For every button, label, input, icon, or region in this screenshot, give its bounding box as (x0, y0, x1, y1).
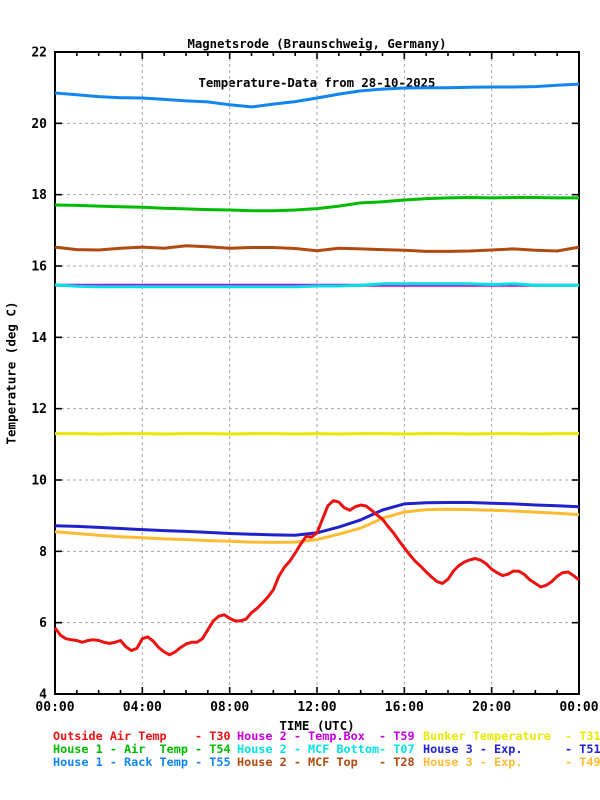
legend-entry-T59: House 2 - Temp.Box - T59 (237, 729, 415, 743)
x-tick-label: 04:00 (123, 700, 162, 715)
legend-entry-T31: Bunker Temperature - T31 (423, 729, 600, 743)
y-tick-label: 6 (39, 616, 47, 631)
y-tick-label: 4 (39, 688, 47, 703)
x-tick-label: 00:00 (35, 700, 74, 715)
y-tick-label: 10 (31, 474, 47, 489)
legend-entry-T28: House 2 - MCF Top - T28 (237, 755, 415, 769)
legend-entry-T54: House 1 - Air Temp - T54 (53, 742, 231, 756)
y-tick-label: 8 (39, 545, 47, 560)
chart-title: Magnetsrode (Braunschweig, Germany) Temp… (34, 12, 600, 103)
y-tick-label: 16 (31, 260, 47, 275)
x-tick-label: 16:00 (385, 700, 424, 715)
y-tick-label: 18 (31, 188, 47, 203)
series-line-T49 (54, 507, 580, 544)
y-tick-label: 22 (31, 46, 47, 61)
plot-border (54, 51, 580, 695)
chart-title-line1: Magnetsrode (Braunschweig, Germany) (187, 37, 447, 51)
legend-entry-T30: Outside Air Temp - T30 (53, 729, 231, 743)
chart-title-line2: Temperature-Data from 28-10-2025 (198, 76, 436, 90)
y-tick-label: 14 (31, 331, 47, 346)
series-line-T30 (53, 499, 580, 657)
series-line-T55 (54, 82, 580, 109)
legend-entry-T55: House 1 - Rack Temp - T55 (53, 755, 231, 769)
x-tick-label: 00:00 (559, 700, 598, 715)
x-tick-label: 08:00 (210, 700, 249, 715)
x-tick-label: 20:00 (472, 700, 511, 715)
y-axis-label: Temperature (deg C) (3, 301, 19, 445)
legend-entry-T51: House 3 - Exp. - T51 (423, 742, 600, 756)
x-tick-label: 12:00 (297, 700, 336, 715)
y-tick-label: 20 (31, 117, 47, 132)
x-axis-label: TIME (UTC) (279, 718, 355, 733)
series-line-T28 (54, 244, 580, 253)
series-line-T54 (54, 196, 579, 213)
legend-entry-T07: House 2 - MCF Bottom- T07 (237, 742, 415, 756)
series-line-T07 (54, 282, 579, 289)
y-tick-label: 12 (31, 402, 47, 417)
legend-entry-T49: House 3 - Exp. - T49 (423, 755, 600, 769)
